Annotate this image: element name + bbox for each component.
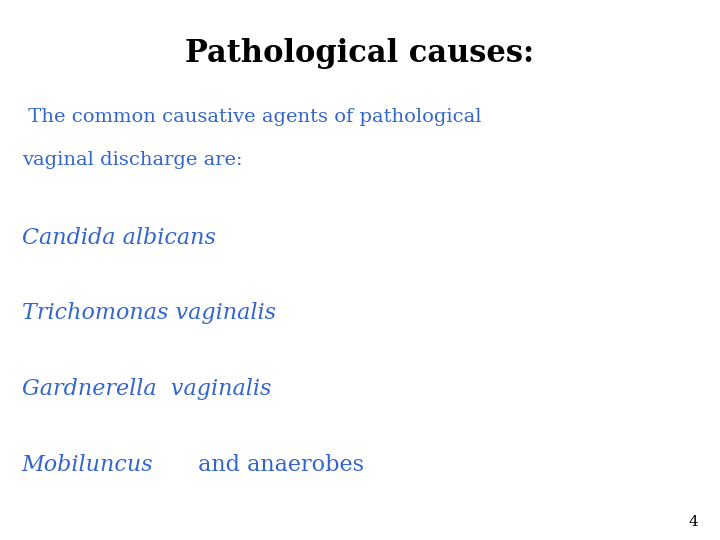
Text: Mobiluncus: Mobiluncus (22, 454, 153, 476)
Text: Trichomonas vaginalis: Trichomonas vaginalis (22, 302, 276, 325)
Text: and anaerobes: and anaerobes (192, 454, 364, 476)
Text: vaginal discharge are:: vaginal discharge are: (22, 151, 242, 169)
Text: Candida albicans: Candida albicans (22, 227, 215, 249)
Text: Pathological causes:: Pathological causes: (185, 38, 535, 69)
Text: The common causative agents of pathological: The common causative agents of pathologi… (22, 108, 481, 126)
Text: Gardnerella  vaginalis: Gardnerella vaginalis (22, 378, 271, 400)
Text: 4: 4 (688, 515, 698, 529)
